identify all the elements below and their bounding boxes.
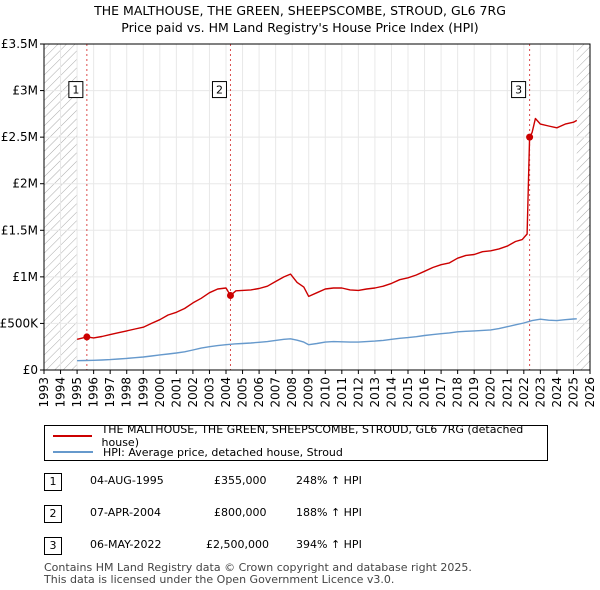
title-line-2: Price paid vs. HM Land Registry's House … [121, 20, 479, 35]
x-tick-label: 2018 [451, 377, 465, 408]
plot-frame [43, 43, 591, 371]
sale-point [526, 133, 534, 141]
x-tick-label: 2020 [484, 377, 498, 408]
sale-label-box [211, 81, 227, 99]
price-chart: 1 2 3 £0 £500K £1M £1.5M £2M £2.5M £3M £3.5M 1993… [0, 37, 597, 408]
x-tick-label: 2011 [335, 377, 349, 408]
legend: THE MALTHOUSE, THE GREEN, SHEEPSCOMBE, S… [44, 423, 548, 461]
footer-line-1: Contains HM Land Registry data © Crown c… [44, 561, 472, 574]
y-tick-label: £3M [12, 84, 38, 98]
x-tick-label: 2004 [219, 377, 233, 408]
table-row: 1 04-AUG-1995 £355,000 248% ↑ HPI [0, 472, 600, 492]
x-tick-label: 2000 [153, 377, 167, 408]
table-row: 3 06-MAY-2022 £2,500,000 394% ↑ HPI [0, 536, 600, 556]
sale-label-box [511, 81, 527, 99]
x-tick-label: 2017 [434, 377, 448, 408]
y-tick-label: £0 [23, 363, 38, 377]
x-tick-label: 1994 [54, 377, 68, 408]
x-tick-label: 2010 [318, 377, 332, 408]
x-tick-label: 2005 [236, 377, 250, 408]
x-tick-label: 1996 [87, 377, 101, 408]
y-tick-label: £3.5M [1, 37, 38, 51]
x-tick-label: 1997 [103, 377, 117, 408]
x-tick-label: 2021 [500, 377, 514, 408]
footer-line-2: This data is licensed under the Open Gov… [44, 573, 395, 586]
y-tick-label: £2M [12, 177, 38, 191]
x-tick-label: 1999 [136, 377, 150, 408]
sale-number-badge: 3 [44, 537, 62, 555]
sale-label-box [68, 81, 84, 99]
x-tick-label: 2006 [252, 377, 266, 408]
sale-label-number: 3 [515, 84, 522, 97]
legend-item-property: THE MALTHOUSE, THE GREEN, SHEEPSCOMBE, S… [53, 423, 547, 449]
legend-label-property: THE MALTHOUSE, THE GREEN, SHEEPSCOMBE, S… [101, 423, 524, 449]
y-tick-label: £1.5M [1, 223, 38, 237]
x-tick-label: 2015 [401, 377, 415, 408]
sale-date: 06-MAY-2022 [90, 538, 162, 551]
x-tick-label: 2013 [368, 377, 382, 408]
series-line-hpi [77, 318, 577, 362]
y-tick-label: £1M [12, 270, 38, 284]
table-row: 2 07-APR-2004 £800,000 188% ↑ HPI [0, 504, 600, 524]
sale-number-badge: 1 [44, 473, 62, 491]
x-tick-label: 2014 [384, 377, 398, 408]
sale-hpi-change: 248% ↑ HPI [296, 474, 362, 487]
x-tick-label: 1995 [70, 377, 84, 408]
legend-item-hpi: HPI: Average price, detached house, Stro… [53, 444, 343, 460]
x-tick-label: 2022 [517, 377, 531, 408]
sale-point [226, 291, 234, 299]
y-tick-label: £2.5M [1, 130, 38, 144]
footer-attribution: Contains HM Land Registry data © Crown c… [44, 562, 472, 586]
x-tick-label: 1993 [37, 377, 51, 408]
x-tick-label: 2009 [302, 377, 316, 408]
x-tick-label: 2024 [550, 377, 564, 408]
sale-hpi-change: 188% ↑ HPI [296, 506, 362, 519]
sale-point [83, 333, 91, 341]
x-tick-label: 2003 [202, 377, 216, 408]
sale-price: £800,000 [214, 506, 267, 519]
x-tick-label: 2016 [418, 377, 432, 408]
sale-date: 04-AUG-1995 [90, 474, 164, 487]
legend-label-hpi: HPI: Average price, detached house, Stro… [103, 445, 343, 459]
sale-label-number: 1 [72, 84, 79, 97]
x-tick-label: 2025 [566, 377, 580, 408]
sale-hpi-change: 394% ↑ HPI [296, 538, 362, 551]
x-tick-label: 2001 [169, 377, 183, 408]
legend-swatch-property [53, 435, 92, 437]
title-line-1: THE MALTHOUSE, THE GREEN, SHEEPSCOMBE, S… [94, 3, 506, 18]
x-tick-label: 2008 [285, 377, 299, 408]
sale-number-badge: 2 [44, 505, 62, 523]
x-tick-label: 2026 [583, 377, 597, 408]
x-tick-label: 1998 [120, 377, 134, 408]
x-tick-label: 2019 [467, 377, 481, 408]
chart-title: THE MALTHOUSE, THE GREEN, SHEEPSCOMBE, S… [0, 2, 600, 36]
sale-price: £355,000 [214, 474, 267, 487]
y-tick-label: £500K [0, 316, 39, 330]
series-line-property [76, 117, 578, 340]
hatched-region [576, 44, 590, 370]
x-tick-label: 2012 [351, 377, 365, 408]
sale-label-number: 2 [216, 84, 223, 97]
x-tick-label: 2002 [186, 377, 200, 408]
legend-swatch-hpi [53, 451, 93, 453]
x-tick-label: 2007 [269, 377, 283, 408]
sale-price: £2,500,000 [206, 538, 269, 551]
sale-date: 07-APR-2004 [90, 506, 162, 519]
x-tick-label: 2023 [533, 377, 547, 408]
